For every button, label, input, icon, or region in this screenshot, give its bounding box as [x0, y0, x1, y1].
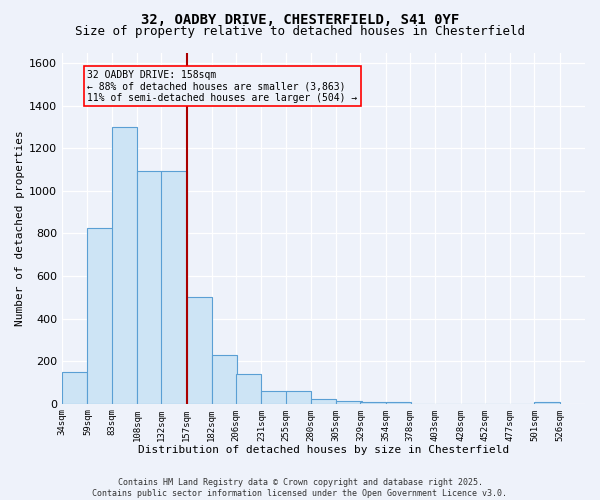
Bar [361, 402, 386, 404]
Text: Contains HM Land Registry data © Crown copyright and database right 2025.
Contai: Contains HM Land Registry data © Crown c… [92, 478, 508, 498]
Bar [386, 402, 411, 404]
Bar [161, 170, 187, 404]
Bar [286, 391, 311, 404]
Bar [137, 170, 162, 404]
Bar [262, 391, 287, 404]
Text: 32, OADBY DRIVE, CHESTERFIELD, S41 0YF: 32, OADBY DRIVE, CHESTERFIELD, S41 0YF [141, 12, 459, 26]
Bar [187, 298, 212, 404]
Bar [62, 372, 88, 404]
Bar [336, 400, 362, 404]
Bar [535, 402, 560, 404]
Bar [88, 228, 113, 404]
Text: Size of property relative to detached houses in Chesterfield: Size of property relative to detached ho… [75, 25, 525, 38]
Text: 32 OADBY DRIVE: 158sqm
← 88% of detached houses are smaller (3,863)
11% of semi-: 32 OADBY DRIVE: 158sqm ← 88% of detached… [88, 70, 358, 102]
Bar [311, 400, 336, 404]
X-axis label: Distribution of detached houses by size in Chesterfield: Distribution of detached houses by size … [138, 445, 509, 455]
Bar [236, 374, 262, 404]
Y-axis label: Number of detached properties: Number of detached properties [15, 130, 25, 326]
Bar [112, 127, 137, 404]
Bar [212, 355, 237, 404]
